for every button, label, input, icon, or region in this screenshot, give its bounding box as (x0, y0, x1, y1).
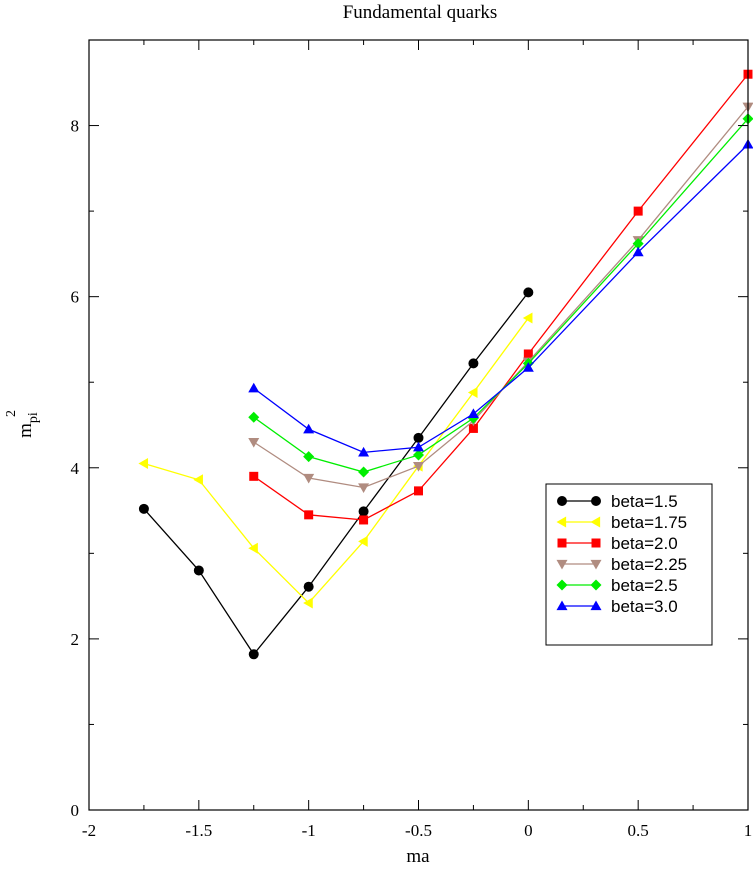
y-axis-label-sub: pi (26, 412, 41, 423)
data-point (632, 238, 644, 250)
series-line (253, 143, 749, 454)
data-point (248, 649, 259, 660)
data-point (413, 432, 424, 443)
ticks-layer: -2 -1.5 -1 -0.5 0 0.5 1 0 2 4 6 8 (71, 40, 753, 840)
legend-label: beta=2.25 (611, 555, 687, 574)
data-point (358, 535, 368, 547)
data-point (303, 581, 314, 592)
legend-label: beta=2.0 (611, 534, 678, 553)
legend-marker-start (556, 516, 567, 528)
series-line (253, 73, 749, 521)
legend-label: beta=3.0 (611, 597, 678, 616)
data-point (467, 408, 479, 419)
data-point (632, 246, 644, 257)
data-point (303, 473, 315, 484)
data-point (193, 565, 204, 576)
series-beta=1.75 (138, 312, 533, 609)
x-tick-label: -1.5 (185, 821, 212, 840)
y-tick-label: 8 (71, 117, 80, 136)
data-point (522, 362, 534, 372)
x-tick-label: 0.5 (628, 821, 649, 840)
data-point (413, 461, 424, 472)
y-tick-label: 4 (71, 459, 80, 478)
series-line (253, 118, 749, 473)
data-point (248, 542, 258, 554)
legend-entry: beta=2.5 (556, 576, 678, 595)
legend-label: beta=1.75 (611, 513, 687, 532)
x-tick-label: 0 (524, 821, 533, 840)
series-layer (138, 69, 753, 660)
data-point (358, 483, 370, 493)
data-point (248, 437, 260, 448)
data-point (468, 423, 478, 433)
y-tick-label: 2 (71, 630, 80, 649)
y-axis-label-main: m (15, 423, 36, 438)
legend-marker-end (590, 579, 602, 591)
data-point (304, 510, 314, 520)
data-point (414, 486, 423, 496)
data-point (633, 206, 643, 216)
data-point (468, 358, 479, 369)
y-tick-label: 6 (71, 288, 80, 307)
legend-marker-end (590, 600, 602, 611)
data-point (413, 441, 424, 452)
chart-title: Fundamental quarks (343, 2, 498, 23)
legend-entry: beta=2.25 (556, 555, 687, 574)
x-axis-label: ma (406, 846, 430, 867)
data-point (248, 382, 260, 393)
legend-marker-end (590, 516, 601, 528)
legend-entry: beta=1.5 (557, 492, 678, 511)
data-point (249, 471, 259, 481)
data-point (522, 312, 533, 324)
series-beta=3.0 (248, 138, 753, 457)
legend-marker-end (591, 496, 601, 506)
series-line (143, 317, 529, 604)
legend-marker-end (591, 538, 601, 548)
legend-entry: beta=3.0 (556, 597, 678, 616)
plot-frame (88, 39, 749, 811)
legend-marker-start (556, 600, 568, 611)
legend-entry: beta=2.0 (557, 534, 678, 553)
data-point (467, 386, 478, 398)
data-point (358, 446, 370, 457)
data-point (358, 506, 369, 517)
data-point (413, 449, 424, 461)
y-tick-label: 0 (71, 801, 80, 820)
series-line (143, 291, 529, 656)
legend-marker-start (556, 559, 568, 570)
legend-marker-start (557, 538, 567, 548)
x-tick-label: 1 (744, 821, 753, 840)
legend-marker-start (556, 579, 568, 591)
data-point (303, 423, 315, 434)
series-line (253, 106, 749, 489)
y-axis-label: mpi 2 (4, 410, 41, 438)
y-axis-label-sup: 2 (4, 410, 19, 417)
legend-marker-end (590, 559, 602, 570)
data-point (359, 515, 369, 525)
series-beta=2.5 (248, 113, 753, 478)
data-point (523, 287, 534, 298)
x-tick-label: -2 (82, 821, 96, 840)
legend-marker-start (557, 496, 567, 506)
data-point (303, 451, 315, 463)
data-point (138, 458, 149, 469)
x-tick-label: -0.5 (405, 821, 432, 840)
legend-entry: beta=1.75 (556, 513, 687, 532)
data-point (193, 474, 203, 486)
data-point (303, 597, 313, 609)
svg-text:mpi: mpi (15, 412, 41, 438)
legend-label: beta=1.5 (611, 492, 678, 511)
data-point (358, 466, 370, 478)
x-tick-label: -1 (302, 821, 316, 840)
legend: beta=1.5 beta=1.75 beta=2.0 beta=2.25 beta=2… (545, 483, 713, 646)
legend-label: beta=2.5 (611, 576, 678, 595)
series-beta=1.5 (138, 287, 534, 660)
data-point (248, 411, 260, 423)
data-point (523, 349, 533, 359)
data-point (138, 503, 149, 514)
